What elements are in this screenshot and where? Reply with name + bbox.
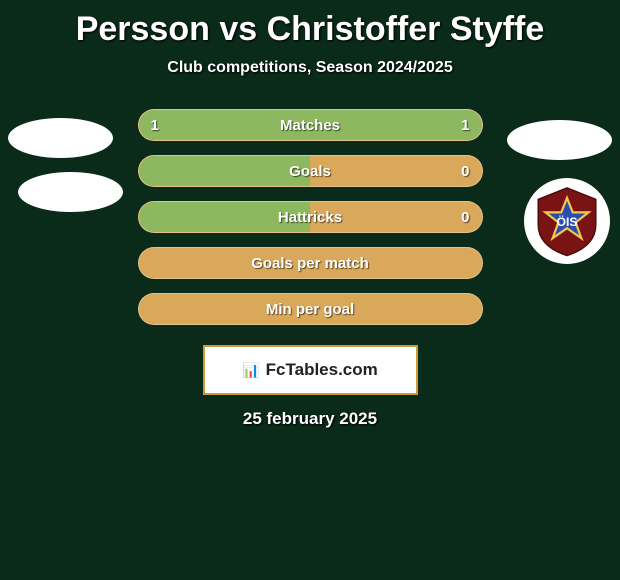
stat-value-right: 0 (461, 202, 469, 234)
stat-label: Matches (280, 117, 340, 134)
stat-label: Goals per match (251, 255, 369, 272)
branding-box[interactable]: 📊 FcTables.com (203, 345, 418, 395)
stat-row: 0 Goals (138, 155, 483, 187)
stat-label: Goals (289, 163, 331, 180)
svg-text:ÖIS: ÖIS (556, 214, 577, 229)
player1-avatar-placeholder (8, 118, 113, 158)
stat-value-left: 1 (151, 110, 159, 142)
comparison-subtitle: Club competitions, Season 2024/2025 (0, 59, 620, 77)
stat-value-right: 1 (461, 110, 469, 142)
player2-avatar-placeholder (507, 120, 612, 160)
stat-row: 1 1 Matches (138, 109, 483, 141)
stat-row: Min per goal (138, 293, 483, 325)
branding-label: FcTables.com (266, 360, 378, 380)
stat-value-right: 0 (461, 156, 469, 188)
player2-club-badge: ÖIS (524, 178, 610, 264)
stat-label: Min per goal (266, 301, 354, 318)
generated-date: 25 february 2025 (0, 409, 620, 429)
player1-club-placeholder (18, 172, 123, 212)
stat-label: Hattricks (278, 209, 342, 226)
stat-row: Goals per match (138, 247, 483, 279)
ois-shield-icon: ÖIS (531, 185, 603, 257)
stat-bar-left (139, 156, 311, 186)
comparison-title: Persson vs Christoffer Styffe (0, 0, 620, 49)
chart-icon: 📊 (242, 362, 259, 379)
stat-row: 0 Hattricks (138, 201, 483, 233)
